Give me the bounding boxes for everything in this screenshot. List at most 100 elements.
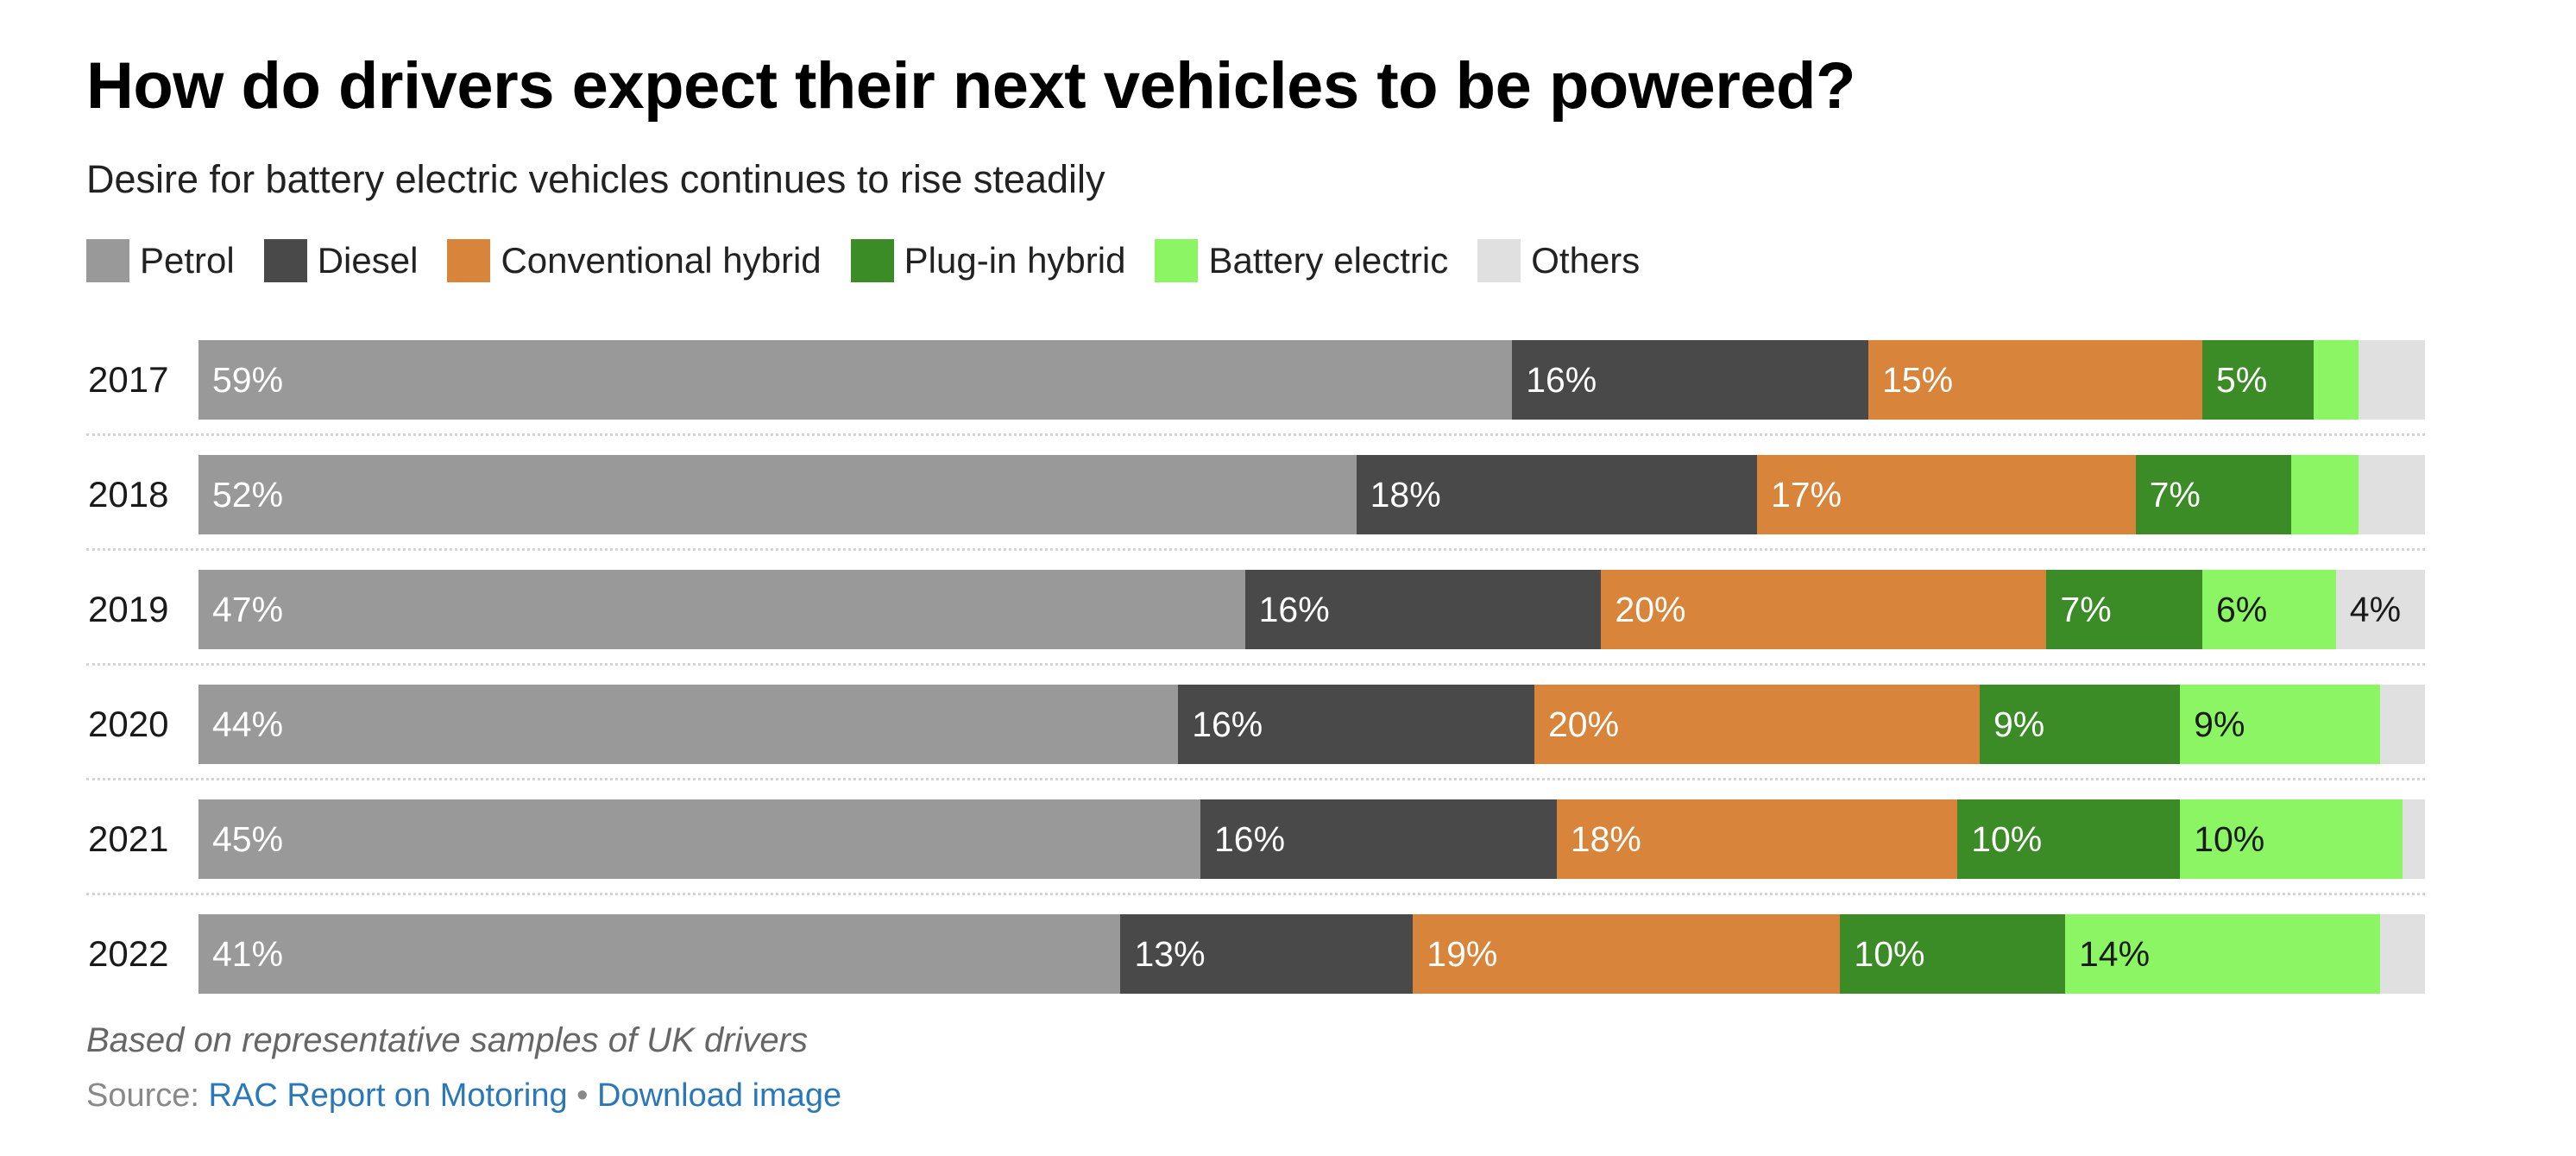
stacked-bar-chart: 2017 59% 16% 15% 5% 2018 52% 18% 17% 7% 2019 47% 16%… <box>86 321 2425 1008</box>
stacked-bar: 41% 13% 19% 10% 14% <box>198 914 2425 994</box>
stacked-bar: 44% 16% 20% 9% 9% <box>198 685 2425 764</box>
data-label: 18% <box>1370 475 1441 515</box>
data-label: 10% <box>1971 819 2043 859</box>
stacked-bar: 47% 16% 20% 7% 6% 4% <box>198 570 2425 649</box>
bar-segment-battery-electric: 9% <box>2180 685 2381 764</box>
bar-segment-diesel: 18% <box>1356 455 1757 534</box>
bar-segment-plug-in-hybrid: 10% <box>1840 914 2065 994</box>
source-prefix: Source: <box>86 1077 209 1114</box>
legend-item-diesel: Diesel <box>263 239 419 282</box>
bar-segment-battery-electric: 10% <box>2180 799 2403 879</box>
data-label: 13% <box>1134 934 1206 974</box>
bar-segment-diesel: 16% <box>1512 340 1868 420</box>
download-image-link[interactable]: Download image <box>597 1077 842 1114</box>
bar-segment-petrol: 52% <box>198 455 1357 534</box>
legend-label: Battery electric <box>1208 240 1449 281</box>
bar-row-2019: 2019 47% 16% 20% 7% 6% 4% <box>86 548 2425 663</box>
data-label: 20% <box>1547 704 1620 744</box>
bar-segment-others <box>2403 799 2425 879</box>
category-label: 2022 <box>88 933 169 974</box>
legend-label: Petrol <box>140 240 235 281</box>
legend-swatch <box>86 239 129 282</box>
source-link[interactable]: RAC Report on Motoring <box>208 1077 568 1114</box>
data-label: 45% <box>212 819 284 859</box>
legend-item-others: Others <box>1477 239 1640 282</box>
bar-segment-diesel: 16% <box>1200 799 1557 879</box>
bar-segment-conventional-hybrid: 19% <box>1413 914 1841 994</box>
legend-item-battery-electric: Battery electric <box>1155 239 1448 282</box>
bar-segment-diesel: 16% <box>1244 570 1602 649</box>
data-label: 16% <box>1526 360 1597 400</box>
stacked-bar: 45% 16% 18% 10% 10% <box>198 799 2425 879</box>
data-label: 19% <box>1427 934 1498 974</box>
data-label: 52% <box>212 475 284 515</box>
bar-segment-petrol: 59% <box>198 340 1513 420</box>
data-label: 18% <box>1570 819 1641 859</box>
stacked-bar: 59% 16% 15% 5% <box>198 340 2425 420</box>
data-label: 17% <box>1770 475 1842 515</box>
bar-row-2022: 2022 41% 13% 19% 10% 14% <box>86 893 2425 1008</box>
data-label: 47% <box>212 590 284 629</box>
bar-segment-battery-electric <box>2313 340 2359 420</box>
data-label: 10% <box>2194 819 2265 859</box>
chart-subtitle: Desire for battery electric vehicles con… <box>86 157 1105 201</box>
chart-legend: Petrol Diesel Conventional hybrid Plug-in h… <box>86 238 1669 283</box>
data-label: 16% <box>1192 704 1263 744</box>
bar-segment-plug-in-hybrid: 7% <box>2135 455 2292 534</box>
data-label: 16% <box>1258 590 1330 629</box>
category-label: 2018 <box>88 474 169 515</box>
data-label: 59% <box>212 360 284 400</box>
bar-segment-conventional-hybrid: 15% <box>1867 340 2202 420</box>
chart-footnote: Based on representative samples of UK dr… <box>86 1021 808 1059</box>
bar-row-2017: 2017 59% 16% 15% 5% <box>86 321 2425 433</box>
stacked-bar: 52% 18% 17% 7% <box>198 455 2425 534</box>
bar-segment-others <box>2379 914 2425 994</box>
bar-segment-petrol: 47% <box>198 570 1245 649</box>
bar-segment-battery-electric <box>2291 455 2359 534</box>
bar-segment-diesel: 16% <box>1178 685 1534 764</box>
bar-segment-plug-in-hybrid: 9% <box>1979 685 2181 764</box>
bar-segment-conventional-hybrid: 17% <box>1756 455 2136 534</box>
bar-segment-battery-electric: 6% <box>2201 570 2336 649</box>
chart-source: Source: RAC Report on Motoring • Downloa… <box>86 1077 841 1115</box>
data-label: 6% <box>2215 590 2268 629</box>
data-label: 5% <box>2215 360 2268 400</box>
legend-label: Plug-in hybrid <box>904 240 1126 281</box>
data-label: 10% <box>1854 934 1925 974</box>
bar-row-2018: 2018 52% 18% 17% 7% <box>86 433 2425 548</box>
legend-swatch <box>263 239 307 282</box>
data-label: 15% <box>1881 360 1954 400</box>
bar-segment-conventional-hybrid: 20% <box>1534 685 1980 764</box>
chart-title: How do drivers expect their next vehicle… <box>86 49 1855 123</box>
legend-swatch <box>850 239 894 282</box>
legend-swatch <box>1155 239 1199 282</box>
data-label: 44% <box>212 704 284 744</box>
category-label: 2020 <box>88 704 169 744</box>
data-label: 9% <box>2194 704 2245 744</box>
legend-item-plug-in-hybrid: Plug-in hybrid <box>850 239 1126 282</box>
bar-segment-petrol: 44% <box>198 685 1179 764</box>
bar-segment-petrol: 45% <box>198 799 1200 879</box>
bar-segment-diesel: 13% <box>1120 914 1414 994</box>
data-label: 7% <box>2060 590 2112 629</box>
data-label: 41% <box>212 934 284 974</box>
source-separator: • <box>567 1077 598 1114</box>
data-label: 14% <box>2079 934 2151 974</box>
bar-row-2021: 2021 45% 16% 18% 10% 10% <box>86 778 2425 893</box>
legend-swatch <box>447 239 491 282</box>
legend-label: Others <box>1531 240 1641 281</box>
legend-label: Diesel <box>317 240 419 281</box>
bar-segment-battery-electric: 14% <box>2065 914 2380 994</box>
category-label: 2017 <box>88 359 169 400</box>
data-label: 9% <box>1993 704 2045 744</box>
legend-label: Conventional hybrid <box>501 240 822 281</box>
bar-segment-plug-in-hybrid: 5% <box>2201 340 2314 420</box>
data-label: 20% <box>1615 590 1686 629</box>
bar-segment-conventional-hybrid: 18% <box>1556 799 1958 879</box>
bar-segment-conventional-hybrid: 20% <box>1601 570 2047 649</box>
bar-segment-others <box>2380 685 2425 764</box>
legend-item-petrol: Petrol <box>86 239 235 282</box>
legend-item-conventional-hybrid: Conventional hybrid <box>447 239 822 282</box>
data-label: 7% <box>2149 475 2201 515</box>
bar-segment-others: 4% <box>2335 570 2425 649</box>
